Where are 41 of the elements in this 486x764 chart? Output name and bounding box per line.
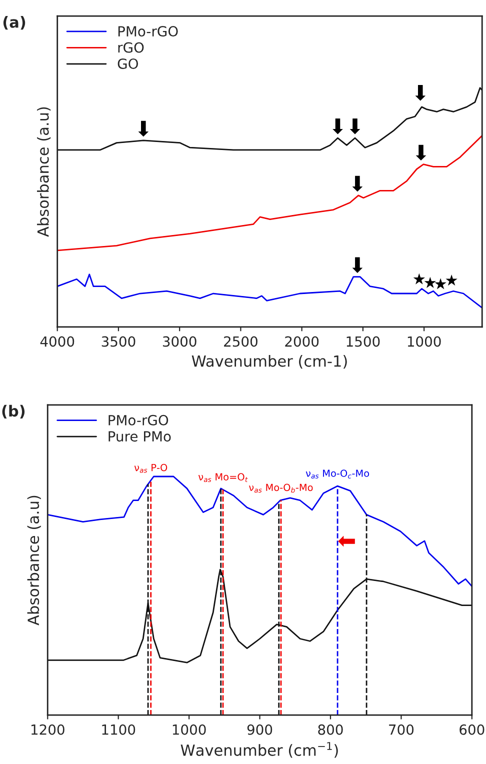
y-axis-title: Absorbance (a.u)	[37, 107, 51, 237]
x-tick-label: 800	[318, 724, 343, 735]
x-tick-label: 600	[460, 724, 484, 735]
annotation: ★	[434, 278, 446, 290]
x-axis-title: Wavenumber (cm$^{−1}$)	[180, 742, 338, 758]
x-tick-label: 1200	[31, 724, 64, 735]
annotation: ⬇	[415, 85, 426, 101]
annotation: ★	[413, 273, 426, 284]
x-tick-label: 1000	[172, 724, 206, 735]
chart-title: (a)	[3, 16, 26, 30]
x-tick-label: 2000	[285, 336, 319, 347]
ref-line-label: ν$_{as}$ Mo=O$_{t}$	[198, 473, 248, 482]
annotation: ⬇	[332, 118, 343, 134]
x-tick-label: 1100	[102, 724, 136, 735]
ref-line-label: ν$_{as}$ Mo-O$_{c}$-Mo	[306, 470, 370, 478]
annotation: ⬇	[416, 144, 426, 161]
x-tick-label: 900	[247, 724, 272, 735]
annotation: ⬇	[352, 257, 363, 273]
annotation: ★	[446, 274, 458, 286]
x-tick-label: 700	[389, 724, 414, 735]
x-tick-label: 4000	[40, 336, 74, 347]
legend-label: rGO	[118, 42, 144, 53]
x-tick-label: 3500	[102, 336, 136, 347]
legend-label: PMo-rGO	[118, 26, 178, 37]
annotation: ★	[424, 276, 436, 288]
annotation: ⬇	[350, 118, 360, 134]
legend-label: GO	[118, 58, 138, 69]
x-axis-title: Wavenumber (cm-1)	[192, 355, 347, 369]
annotation: ⬇	[352, 176, 363, 192]
chart-title: (b)	[2, 404, 25, 419]
x-tick-label: 1000	[408, 336, 441, 347]
annotation: ⬅	[338, 536, 355, 547]
legend-label: Pure PMo	[108, 431, 171, 442]
y-axis-title: Absorbance (a.u)	[27, 496, 41, 626]
ref-line-label: ν$_{as}$ P-O	[134, 464, 168, 473]
x-tick-label: 3000	[162, 336, 196, 347]
ref-line-label: ν$_{as}$ Mo-O$_{b}$-Mo	[249, 484, 313, 493]
legend-label: PMo-rGO	[108, 414, 168, 426]
x-tick-label: 2500	[224, 336, 258, 347]
x-tick-label: 1500	[346, 336, 380, 347]
annotation: ⬇	[138, 120, 149, 137]
